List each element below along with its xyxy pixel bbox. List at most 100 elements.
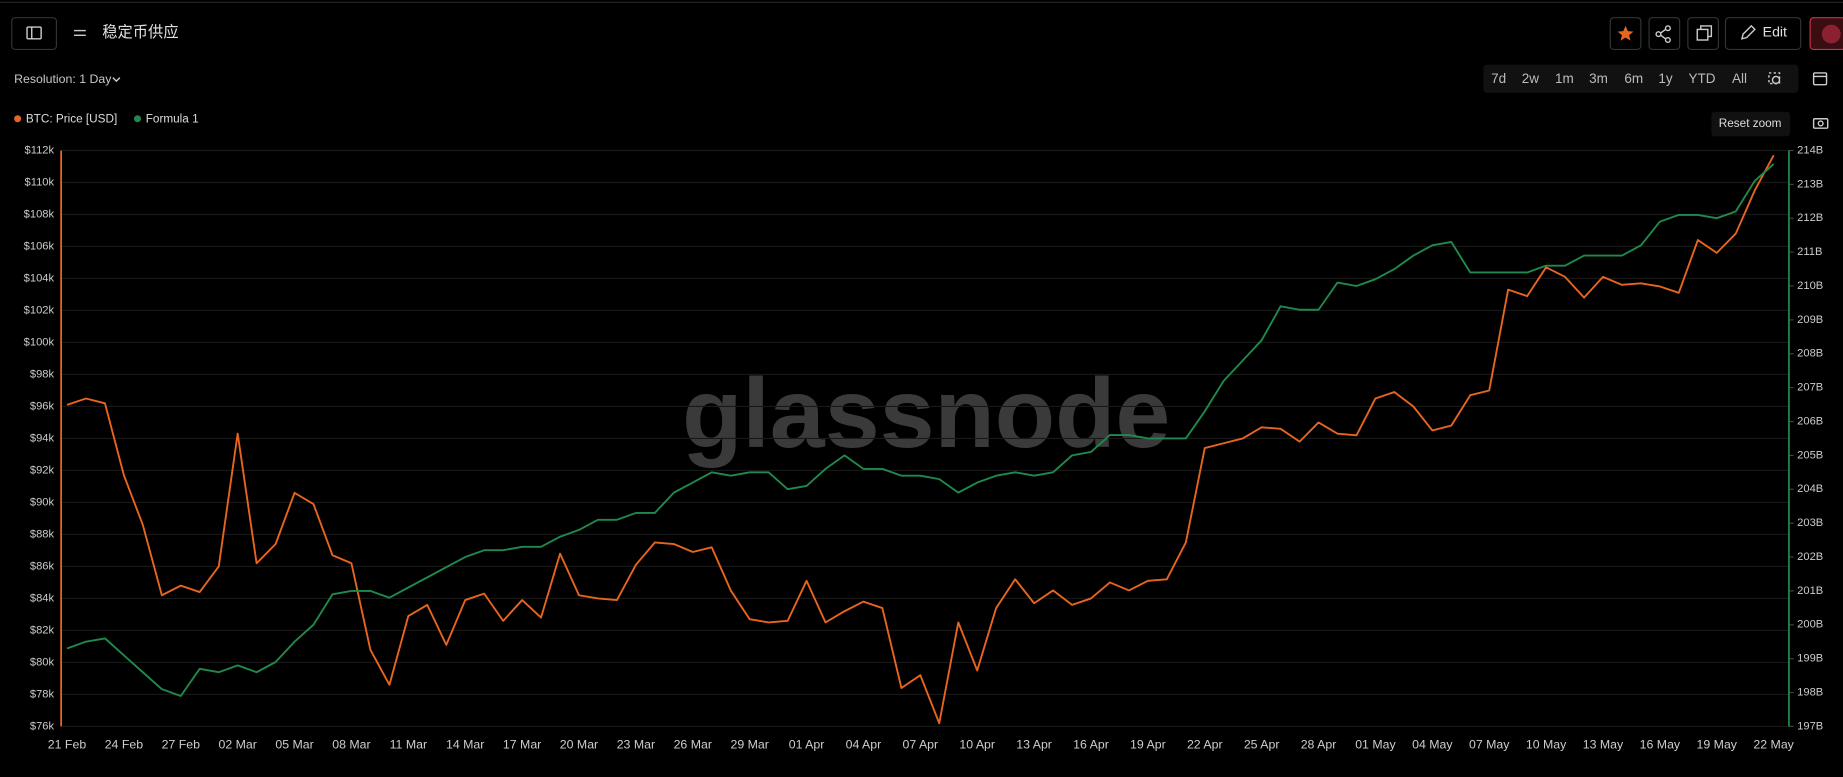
- x-tick-label: 16 May: [1640, 737, 1681, 751]
- dropdown-arrow: [112, 77, 121, 83]
- x-tick-label: 07 Apr: [902, 737, 938, 751]
- x-tick-label: 22 May: [1753, 737, 1794, 751]
- x-tick-label: 29 Mar: [730, 737, 768, 751]
- y2-tick-label: 211B: [1797, 246, 1822, 258]
- range-button[interactable]: 7d: [1491, 71, 1506, 86]
- y2-tick-label: 204B: [1797, 483, 1823, 495]
- series-line: [66, 154, 1775, 725]
- legend-marker: [133, 115, 142, 123]
- range-button[interactable]: 2w: [1522, 71, 1540, 86]
- x-tick-label: 23 Mar: [617, 737, 655, 751]
- x-tick-label: 14 Mar: [446, 737, 484, 751]
- share-button[interactable]: [1648, 17, 1681, 50]
- resolution-select[interactable]: Resolution: 1 Day: [14, 72, 112, 86]
- edit-label: Edit: [1763, 24, 1787, 40]
- x-tick-label: 21 Feb: [48, 737, 87, 751]
- y2-tick-label: 200B: [1797, 619, 1823, 631]
- x-tick-label: 04 Apr: [846, 737, 882, 751]
- y2-tick-label: 198B: [1797, 686, 1823, 698]
- sidebar-toggle[interactable]: [11, 17, 58, 50]
- y2-tick-label: 201B: [1797, 585, 1823, 597]
- x-tick-label: 01 May: [1355, 737, 1396, 751]
- y-tick-label: $88k: [30, 528, 55, 540]
- range-button[interactable]: 3m: [1589, 71, 1608, 86]
- x-tick-label: 19 May: [1697, 737, 1738, 751]
- x-tick-label: 24 Feb: [105, 737, 144, 751]
- x-tick-label: 07 May: [1469, 737, 1510, 751]
- zoom-select-icon[interactable]: [1768, 72, 1781, 85]
- x-tick-label: 10 Apr: [959, 737, 995, 751]
- y2-tick-label: 207B: [1797, 382, 1823, 394]
- list-icon[interactable]: [74, 29, 86, 37]
- y-tick-label: $106k: [24, 240, 55, 252]
- y-tick-label: $82k: [30, 624, 55, 636]
- range-button[interactable]: YTD: [1688, 71, 1715, 86]
- watermark: glassnode: [682, 358, 1170, 468]
- y2-tick-label: 202B: [1797, 551, 1823, 563]
- y-tick-label: $96k: [30, 400, 55, 412]
- x-tick-label: 20 Mar: [560, 737, 598, 751]
- y-tick-label: $98k: [30, 368, 55, 380]
- y-tick-label: $78k: [30, 688, 55, 700]
- x-tick-label: 13 Apr: [1016, 737, 1052, 751]
- x-tick-label: 16 Apr: [1073, 737, 1109, 751]
- y-tick-label: $110k: [24, 176, 54, 188]
- y-tick-label: $112k: [24, 144, 54, 156]
- page-title: 稳定币供应: [102, 23, 178, 41]
- range-button[interactable]: 1m: [1555, 71, 1574, 86]
- y-tick-label: $100k: [24, 336, 55, 348]
- y2-tick-label: 209B: [1797, 314, 1823, 326]
- series-line: [66, 163, 1775, 697]
- y2-tick-label: 197B: [1797, 720, 1823, 732]
- avatar[interactable]: [1809, 17, 1843, 50]
- y2-tick-label: 212B: [1797, 212, 1823, 224]
- x-tick-label: 26 Mar: [674, 737, 712, 751]
- y-tick-label: $80k: [30, 656, 55, 668]
- calendar-button[interactable]: [1812, 72, 1828, 86]
- legend-label[interactable]: BTC: Price [USD]: [26, 112, 117, 125]
- edit-button[interactable]: Edit: [1724, 17, 1802, 50]
- x-tick-label: 10 May: [1526, 737, 1567, 751]
- copy-button[interactable]: [1687, 17, 1719, 50]
- reset-zoom-label: Reset zoom: [1719, 117, 1782, 130]
- range-bar: [1483, 64, 1799, 93]
- y2-tick-label: 214B: [1797, 144, 1823, 156]
- y-tick-label: $104k: [24, 272, 55, 284]
- y2-tick-label: 208B: [1797, 348, 1823, 360]
- range-button[interactable]: 6m: [1624, 71, 1643, 86]
- y-tick-label: $92k: [30, 464, 55, 476]
- legend-marker: [14, 115, 22, 123]
- legend-label[interactable]: Formula 1: [146, 112, 199, 125]
- y-tick-label: $84k: [30, 592, 55, 604]
- range-button[interactable]: 1y: [1658, 71, 1673, 86]
- x-tick-label: 01 Apr: [789, 737, 825, 751]
- x-tick-label: 17 Mar: [503, 737, 541, 751]
- y-tick-label: $86k: [30, 560, 55, 572]
- reset-zoom-button[interactable]: Reset zoom: [1711, 111, 1791, 137]
- x-tick-label: 27 Feb: [162, 737, 201, 751]
- y2-tick-label: 210B: [1797, 280, 1823, 292]
- x-tick-label: 22 Apr: [1187, 737, 1223, 751]
- y-tick-label: $76k: [30, 720, 55, 732]
- y2-tick-label: 205B: [1797, 449, 1823, 461]
- x-tick-label: 25 Apr: [1244, 737, 1280, 751]
- range-button[interactable]: All: [1732, 71, 1747, 86]
- x-tick-label: 13 May: [1583, 737, 1624, 751]
- y-tick-label: $102k: [24, 304, 55, 316]
- y-tick-label: $90k: [30, 496, 55, 508]
- x-tick-label: 08 Mar: [332, 737, 370, 751]
- x-tick-label: 19 Apr: [1130, 737, 1166, 751]
- favorite-button[interactable]: [1609, 17, 1642, 50]
- x-tick-label: 11 Mar: [390, 737, 427, 751]
- y2-tick-label: 213B: [1797, 178, 1823, 190]
- x-tick-label: 05 Mar: [275, 737, 313, 751]
- x-tick-label: 28 Apr: [1301, 737, 1337, 751]
- y2-tick-label: 206B: [1797, 415, 1823, 427]
- y2-tick-label: 199B: [1797, 653, 1823, 665]
- y-tick-label: $94k: [30, 432, 55, 444]
- y-tick-label: $108k: [24, 208, 55, 220]
- screenshot-button[interactable]: [1812, 118, 1829, 129]
- x-tick-label: 04 May: [1412, 737, 1453, 751]
